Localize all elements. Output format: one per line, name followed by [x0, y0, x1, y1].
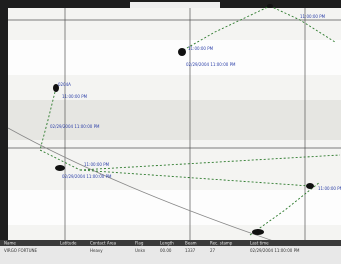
- vessel-label: 02/29/2004 11:00:00 PM: [186, 62, 236, 67]
- glare: [8, 190, 341, 225]
- vessel-label: 0204A: [58, 82, 71, 87]
- column-header: Flag: [135, 241, 144, 246]
- page: {"chart_labels":["0204A","11:00:00 PM","…: [0, 0, 341, 264]
- column-header: Last time: [250, 241, 269, 246]
- band: [8, 100, 341, 140]
- column-header: Length: [160, 241, 174, 246]
- screen: 0204A 11:00:00 PM 02/29/2004 11:00:00 PM 11…: [0, 0, 341, 264]
- vessel-label: 11:00:00 PM: [300, 14, 326, 19]
- column-header: Rec. stamp: [210, 241, 233, 246]
- table-cell: Heavy: [90, 248, 103, 253]
- table-cell: 02/29/2004 11:00:00 PM: [250, 248, 300, 253]
- vessel-label: 11:00:00 PM: [318, 186, 341, 191]
- vessel-label: 11:00:00 PM: [188, 46, 214, 51]
- table-cell: 00.00: [160, 248, 172, 253]
- vessel-label: 11:00:00 PM: [84, 162, 110, 167]
- glare: [8, 40, 341, 75]
- column-header: Beam: [185, 241, 197, 246]
- table-cell: 27: [210, 248, 216, 253]
- table-cell: Unkn: [135, 248, 146, 253]
- vessel-label: 02/29/2004 11:00:00 PM: [50, 124, 100, 129]
- vessel-label: 02/29/2004 11:00:00 PM: [62, 174, 112, 179]
- vessel-label: 11:00:00 PM: [62, 94, 88, 99]
- column-header: Contact Area: [90, 241, 117, 246]
- table-cell: VIRGO FORTUNE: [4, 248, 38, 253]
- column-header: Name: [4, 241, 16, 246]
- column-header: Latitude: [60, 241, 77, 246]
- toolbar: [130, 2, 220, 8]
- table-cell: 1337: [185, 248, 196, 253]
